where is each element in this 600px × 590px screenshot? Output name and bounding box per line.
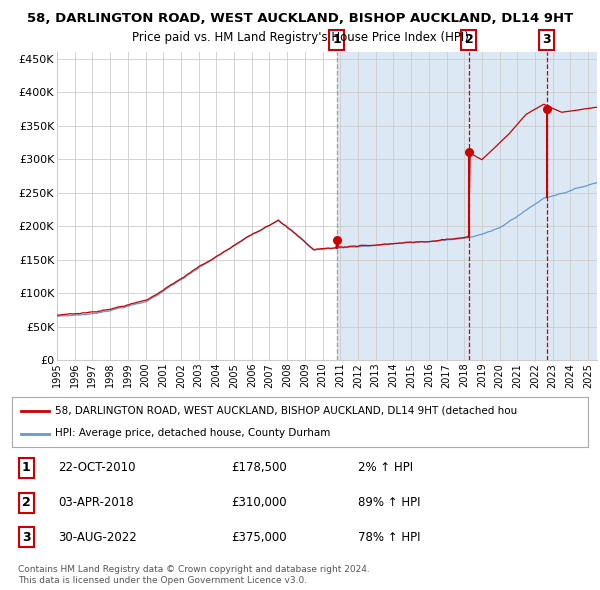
Text: 89% ↑ HPI: 89% ↑ HPI	[358, 496, 420, 509]
Text: 78% ↑ HPI: 78% ↑ HPI	[358, 530, 420, 543]
Text: £178,500: £178,500	[231, 461, 287, 474]
Text: £310,000: £310,000	[231, 496, 287, 509]
Text: 1: 1	[22, 461, 31, 474]
Text: £375,000: £375,000	[231, 530, 287, 543]
Text: 22-OCT-2010: 22-OCT-2010	[58, 461, 136, 474]
Text: 2: 2	[22, 496, 31, 509]
Text: Contains HM Land Registry data © Crown copyright and database right 2024.
This d: Contains HM Land Registry data © Crown c…	[18, 565, 370, 585]
Text: 58, DARLINGTON ROAD, WEST AUCKLAND, BISHOP AUCKLAND, DL14 9HT: 58, DARLINGTON ROAD, WEST AUCKLAND, BISH…	[27, 11, 573, 25]
Bar	[57, 52, 337, 360]
Text: 30-AUG-2022: 30-AUG-2022	[58, 530, 137, 543]
Text: 03-APR-2018: 03-APR-2018	[58, 496, 134, 509]
Text: 3: 3	[542, 34, 551, 47]
Text: Price paid vs. HM Land Registry's House Price Index (HPI): Price paid vs. HM Land Registry's House …	[131, 31, 469, 44]
Text: 1: 1	[332, 34, 341, 47]
Text: HPI: Average price, detached house, County Durham: HPI: Average price, detached house, Coun…	[55, 428, 331, 438]
Text: 2: 2	[464, 34, 473, 47]
Text: 2% ↑ HPI: 2% ↑ HPI	[358, 461, 413, 474]
Text: 58, DARLINGTON ROAD, WEST AUCKLAND, BISHOP AUCKLAND, DL14 9HT (detached hou: 58, DARLINGTON ROAD, WEST AUCKLAND, BISH…	[55, 405, 517, 415]
Text: 3: 3	[22, 530, 31, 543]
